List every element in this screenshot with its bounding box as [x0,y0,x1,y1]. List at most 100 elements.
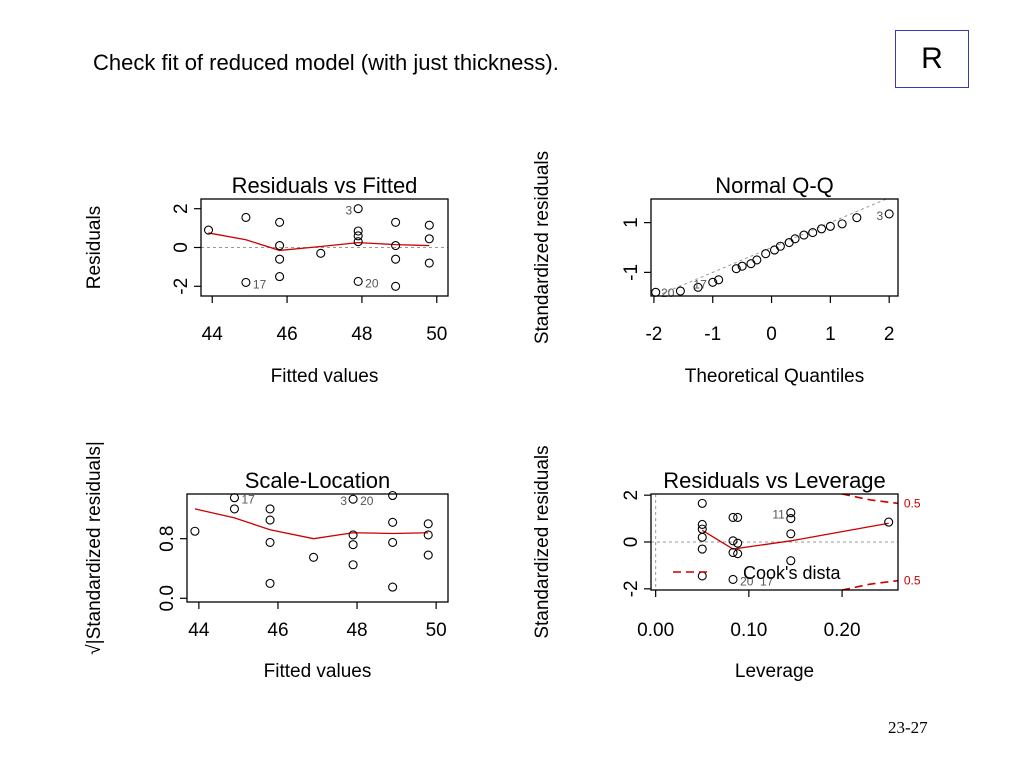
point-label: 17 [241,493,255,507]
y-axis-label: √|Standardized residuals| [84,441,105,655]
data-point [308,552,319,562]
data-point [733,549,743,559]
y-axis-label: Standardized residuals [532,445,553,638]
x-tick-label: 50 [426,620,447,641]
data-point [229,504,240,514]
data-point [275,272,285,282]
x-tick-label: 0.00 [637,620,674,641]
x-axis-label: Fitted values [264,661,372,682]
data-point [852,213,862,223]
data-point [790,234,800,244]
y-tick-label: 0.8 [157,525,178,551]
data-point [693,282,703,292]
x-tick-label: 48 [346,620,367,641]
data-point [241,212,251,222]
data-point [423,519,433,529]
data-point [424,220,434,230]
data-point [746,259,756,269]
cooks-distance-curve [841,494,898,505]
y-tick-label: 2 [621,490,642,501]
data-point [229,493,240,503]
x-tick-label: 46 [267,620,288,641]
normal-qq-panel: Normal Q-Q 3 20 17 -2 -1 0 1 2 -1 1 Theoretical Qua… [532,151,899,387]
plot-frame [650,198,899,297]
data-point [391,217,401,227]
data-point [786,508,796,518]
point-label: 20 [740,574,754,588]
data-point [203,225,214,235]
data-point [353,231,363,241]
plot-frame [186,493,449,603]
data-point [391,254,401,264]
residuals-vs-fitted-panel: Residuals vs Fitted 3 17 20 44 46 48 50 -2 0 2 Fitt… [84,173,449,387]
point-label: 17 [760,574,774,588]
data-point [316,248,326,258]
data-point [275,217,285,227]
y-tick-label: 2 [171,203,192,214]
chart-title: Residuals vs Leverage [663,468,886,493]
data-point [884,209,894,219]
data-point [353,276,363,287]
data-point [786,529,796,539]
point-label: 11 [772,508,785,522]
data-point [837,219,847,229]
y-tick-label: 0 [171,242,192,253]
point-label: 20 [661,286,675,300]
data-point [241,277,251,287]
smooth-line [701,522,889,550]
data-point [733,538,743,548]
data-point [423,550,433,560]
data-point [353,204,363,214]
data-point [391,281,401,291]
data-point [708,277,718,287]
data-point [388,537,398,547]
chart-title: Residuals vs Fitted [232,173,418,198]
data-point [697,532,707,542]
r-badge: R [895,30,969,88]
data-point [353,226,363,236]
y-tick-label: -2 [171,278,192,295]
cooks-distance-curve [841,579,898,590]
x-tick-label: 44 [188,620,210,641]
data-point [651,287,661,297]
data-point [884,517,894,527]
x-tick-label: 0 [766,324,777,345]
data-point [697,571,707,581]
data-point [424,258,434,268]
data-point [731,264,741,274]
point-label: 17 [253,277,267,291]
data-point [348,494,358,504]
y-tick-label: -1 [621,264,642,281]
y-tick-label: -2 [621,580,642,597]
data-point [752,255,762,265]
x-tick-label: 50 [426,324,447,345]
data-point [816,224,827,234]
chart-title: Scale-Location [245,468,391,493]
data-point [348,540,358,550]
data-point [348,560,358,570]
data-point [697,498,707,508]
data-point [714,275,724,285]
data-point [265,537,275,547]
point-label: 3 [340,494,347,508]
x-tick-label: -2 [645,324,662,345]
point-label: 3 [876,209,883,223]
data-point [786,556,796,566]
x-tick-label: -1 [704,324,721,345]
x-axis-label: Leverage [735,661,814,682]
x-tick-label: 48 [351,324,372,345]
data-point [388,517,398,527]
data-point [737,261,747,271]
point-label: 17 [693,277,707,291]
y-tick-label: 0.0 [157,585,178,611]
data-point [265,504,275,514]
data-point [388,490,398,501]
data-point [423,530,433,540]
data-point [775,241,785,251]
y-axis-label: Residuals [84,206,105,289]
data-point [733,512,743,522]
data-point [728,512,738,522]
